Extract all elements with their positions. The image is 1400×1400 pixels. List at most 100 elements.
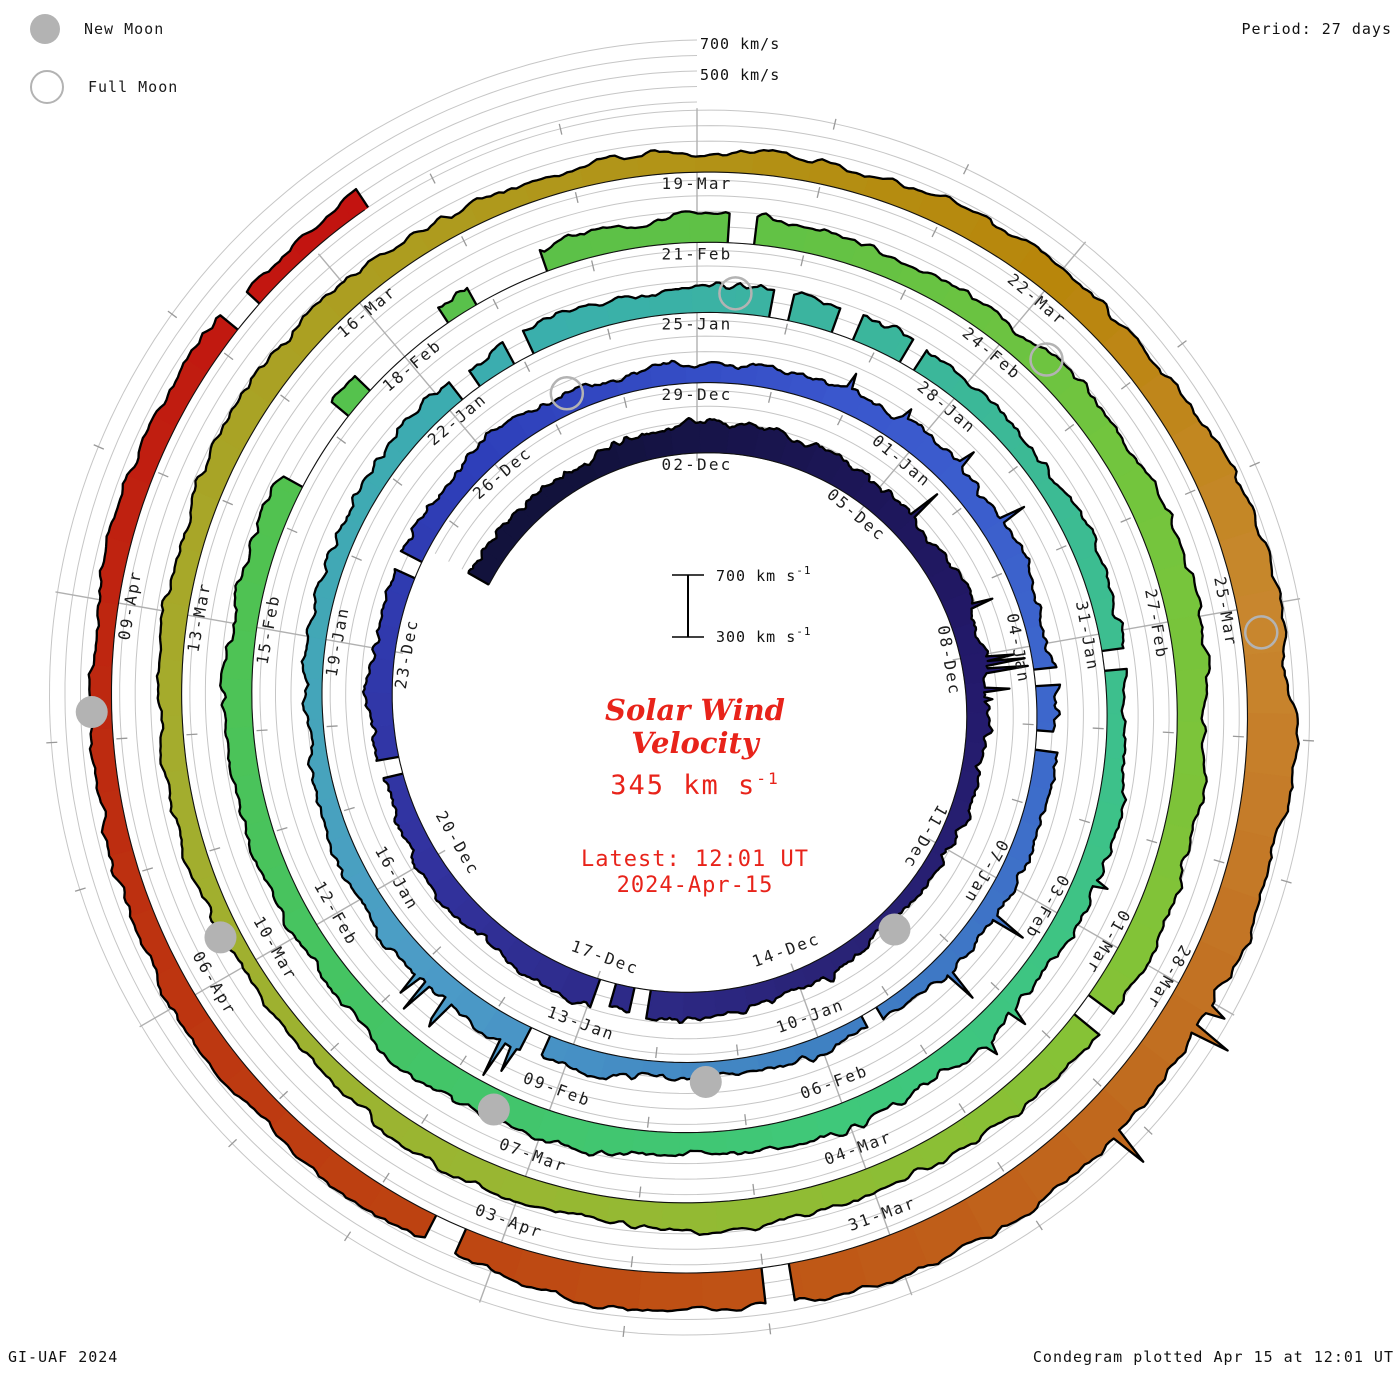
day-tick <box>655 1046 658 1059</box>
full-moon-icon <box>30 70 64 104</box>
day-tick <box>1162 731 1174 734</box>
day-tick <box>997 1161 1005 1172</box>
day-tick <box>256 729 268 732</box>
date-label: 18-Feb <box>379 335 446 395</box>
latest-velocity-main: 345 km s <box>610 770 757 801</box>
velocity-band-segment <box>1104 713 1126 761</box>
day-tick <box>1011 798 1023 804</box>
day-tick <box>336 436 347 444</box>
new-moon-marker <box>878 913 911 946</box>
velocity-gridline <box>64 55 1295 1321</box>
velocity-trace <box>786 291 842 333</box>
date-label: 02-Dec <box>662 455 733 474</box>
axis-label-500: 500 km/s <box>700 66 781 84</box>
day-tick <box>1184 489 1196 496</box>
latest-timestamp: Latest: 12:01 UT 2024-Apr-15 <box>480 847 910 899</box>
day-tick <box>432 946 442 955</box>
day-tick <box>326 725 338 728</box>
day-tick <box>607 328 612 340</box>
velocity-gridline <box>48 39 1310 1336</box>
date-label: 29-Dec <box>662 385 733 404</box>
velocity-band-segment <box>724 1123 775 1155</box>
day-tick <box>1232 735 1244 738</box>
new-moon-marker <box>204 921 237 954</box>
velocity-band-segment <box>689 211 730 244</box>
day-tick <box>524 361 531 372</box>
footer-label: Condegram plotted Apr 15 at 12:01 UT <box>1032 1348 1394 1366</box>
velocity-band-segment <box>261 862 306 917</box>
velocity-band-segment <box>316 1054 371 1106</box>
velocity-band-segment <box>497 1169 559 1211</box>
day-tick <box>958 1103 966 1114</box>
day-tick <box>492 298 499 310</box>
day-tick <box>555 424 562 435</box>
velocity-trace <box>219 475 1128 1158</box>
day-tick <box>919 1044 928 1055</box>
velocity-trace <box>468 341 516 387</box>
velocity-band-segment <box>106 474 151 544</box>
velocity-trace <box>912 349 1125 653</box>
day-tick <box>646 1116 650 1128</box>
day-tick <box>881 985 889 996</box>
day-tick <box>623 396 628 408</box>
day-tick <box>429 173 436 184</box>
velocity-band-segment <box>579 155 640 188</box>
full-moon-marker <box>549 376 585 411</box>
day-tick <box>768 1323 772 1335</box>
day-tick <box>574 192 579 204</box>
day-tick <box>816 186 821 198</box>
velocity-band-segment <box>1071 842 1113 894</box>
velocity-trace <box>399 359 1058 671</box>
velocity-band-segment <box>281 1013 331 1067</box>
day-tick <box>1249 461 1260 468</box>
day-tick <box>752 1183 755 1195</box>
velocity-band-segment <box>638 211 691 248</box>
day-tick <box>382 1172 390 1183</box>
day-tick <box>381 994 391 1003</box>
day-tick <box>449 520 459 528</box>
latest-velocity-sup: -1 <box>756 769 780 788</box>
day-tick <box>1143 1126 1153 1135</box>
day-tick <box>1213 859 1225 864</box>
velocity-band-segment <box>797 1246 868 1302</box>
velocity-band-segment <box>108 849 153 918</box>
velocity-band-segment <box>316 796 350 842</box>
day-tick <box>279 1090 289 1100</box>
latest-velocity-value: 345 km s-1 <box>480 769 910 801</box>
velocity-band-segment <box>733 282 775 318</box>
latest-time-line: Latest: 12:01 UT <box>581 847 809 872</box>
new-moon-marker <box>75 696 108 729</box>
date-label: 21-Feb <box>662 244 733 263</box>
day-tick <box>1079 818 1090 824</box>
day-ticks-layer <box>46 118 1314 1337</box>
day-tick <box>744 1114 747 1126</box>
velocity-trace <box>300 381 533 1077</box>
day-tick <box>1055 545 1067 551</box>
velocity-band-segment <box>1164 772 1208 831</box>
full-moon-marker <box>1029 342 1064 377</box>
velocity-trace <box>851 314 915 363</box>
velocity-band-segment <box>270 1110 334 1173</box>
velocity-trace <box>467 416 1029 1025</box>
velocity-band-segment <box>581 1121 636 1156</box>
full-moon-marker <box>1244 615 1279 650</box>
scale-bar: 700 km s-1 300 km s-1 <box>672 564 811 646</box>
latest-date-line: 2024-Apr-15 <box>616 873 774 898</box>
day-tick <box>1041 1030 1051 1039</box>
day-tick <box>767 391 772 403</box>
velocity-trace <box>454 1228 767 1313</box>
velocity-trace <box>382 772 602 1009</box>
day-tick <box>630 1256 634 1268</box>
day-tick <box>498 996 506 1007</box>
day-tick <box>93 444 105 450</box>
full-moon-label: Full Moon <box>88 78 179 96</box>
velocity-band-segment <box>292 202 353 260</box>
legend-new-moon: New Moon <box>30 14 164 44</box>
day-tick <box>800 255 805 267</box>
center-annotation: Solar Wind Velocity 345 km s-1 Latest: 1… <box>480 694 910 899</box>
velocity-trace <box>330 374 371 417</box>
velocity-band-segment <box>245 818 286 873</box>
full-moon-marker <box>718 276 753 311</box>
day-tick <box>1092 727 1104 730</box>
